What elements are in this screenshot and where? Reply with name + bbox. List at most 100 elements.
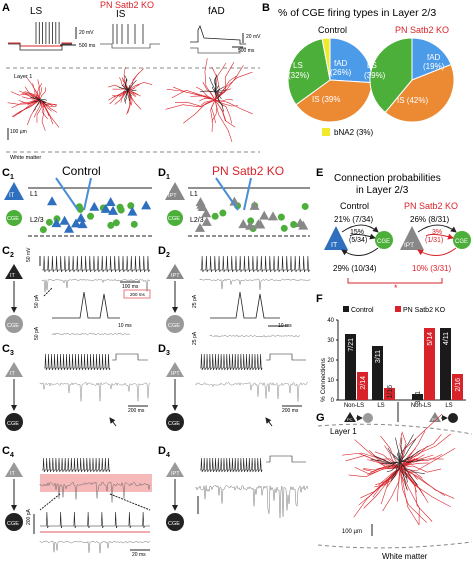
cge-cell [112,219,120,227]
cge-label: CGE [7,421,19,427]
ipsc-zoom [39,540,151,554]
neurite [214,62,227,101]
svg-text:200 pA: 200 pA [26,508,32,525]
zoom-line [109,493,151,511]
epsc-trace [41,278,151,293]
neurite [387,447,401,463]
pyramidal-label: IPT [171,273,180,279]
pyramidal-cell [141,200,152,210]
neurite [204,58,216,101]
pyramidal-label: IT [10,273,16,279]
neurite [397,450,401,463]
scalebar-um-a: 100 µm [10,129,27,135]
spike-train [200,255,310,273]
neurite [196,86,216,101]
neurite [24,91,41,101]
panel-b-title: % of CGE firing types in Layer 2/3 [278,7,436,19]
epsc-trace [199,278,311,290]
pyramidal-cell [229,196,240,206]
traces-c4 [33,457,152,554]
e-ko-diagram: IPT CGE [400,224,471,256]
svg-text:200 ms: 200 ms [130,292,146,297]
bar-label: 3/21 [415,391,422,405]
spike-train [200,353,263,371]
svg-text:CGE: CGE [168,216,180,222]
cge-cell [301,202,309,210]
pie-label-k-is: IS (42%) [397,96,428,105]
neurite [126,89,131,115]
neurite [124,75,129,91]
neurite [214,64,244,101]
svg-text:IT: IT [9,193,15,199]
ipsc-trace [39,381,151,402]
label-layer1-g: Layer 1 [330,427,357,436]
svg-text:D4: D4 [158,445,170,459]
neurite [353,467,401,518]
neurite [382,467,401,512]
neurite [214,62,235,101]
neurite [386,461,401,472]
pipette [243,177,252,211]
legend-ko-label: PN Satb2 KO [403,307,446,314]
pyramidal-cell [100,203,111,213]
neurite [127,89,133,97]
bar-chart: 0102030407/212/14Non-LS3/111/16LS3/215/1… [327,318,466,423]
spike-train [42,255,150,273]
pie-label-c-fad: fAD [334,59,348,68]
neurite [399,467,433,522]
x-tick-label: Non-LS [411,403,431,409]
label-white-matter-g: White matter [382,552,428,561]
step-inset [112,353,148,361]
panel-e-title2: in Layer 2/3 [356,185,409,196]
pyramidal-cell [295,218,306,228]
pc-icon [429,412,441,422]
label-ls: LS [30,6,43,17]
pyramidal-cell [201,216,212,226]
y-tick-label: 20 [327,358,334,364]
svg-text:L2/3: L2/3 [30,217,44,224]
svg-text:D3: D3 [158,343,170,357]
neurite [127,89,135,97]
pyramidal-cell [195,197,206,207]
neurite [370,459,401,465]
ap-zoom [52,291,120,319]
scalebar-mv-label: 20 mV [79,30,94,36]
neurite [199,97,216,102]
bar-pn-satb2-ko [452,374,463,400]
svg-text:CGE: CGE [7,216,19,222]
icon-ipt-d1: IPT CGE [165,182,185,226]
label-white-matter-a: White matter [10,155,41,161]
neurite [214,86,225,93]
cge-icon [166,513,184,531]
pyramidal-icon [166,362,184,377]
cge-cell [39,226,47,234]
neurite [38,83,43,101]
neurite [111,89,129,97]
e-control-label: Control [340,201,369,211]
scalebar-ms-label: 500 ms [79,43,96,49]
y-tick-label: 10 [327,378,334,384]
svg-text:25 pA: 25 pA [192,294,198,308]
neurite [399,458,424,463]
cge-label: CGE [168,323,180,329]
bar-label: 3/11 [375,350,382,363]
spike-train [42,457,111,473]
pyramidal-cell [70,218,81,228]
pie-label-k-ls: LS [367,61,377,70]
svg-text:100 ms: 100 ms [122,284,139,290]
inset-box [123,289,151,299]
neurite [39,99,48,107]
pie-label-k-fad: fAD [427,53,441,62]
neurite [211,99,216,124]
neurite [123,67,129,91]
neurite [24,86,41,101]
neurite [214,85,219,93]
neurite [214,83,217,93]
svg-text:D2: D2 [158,245,170,259]
svg-text:C3: C3 [2,343,14,357]
neurite [124,89,129,103]
scalebar-um-g: 100 µm [342,529,362,535]
pair-ipt-cge-d3: IPT CGE [166,362,184,431]
pie-ko [369,37,455,123]
